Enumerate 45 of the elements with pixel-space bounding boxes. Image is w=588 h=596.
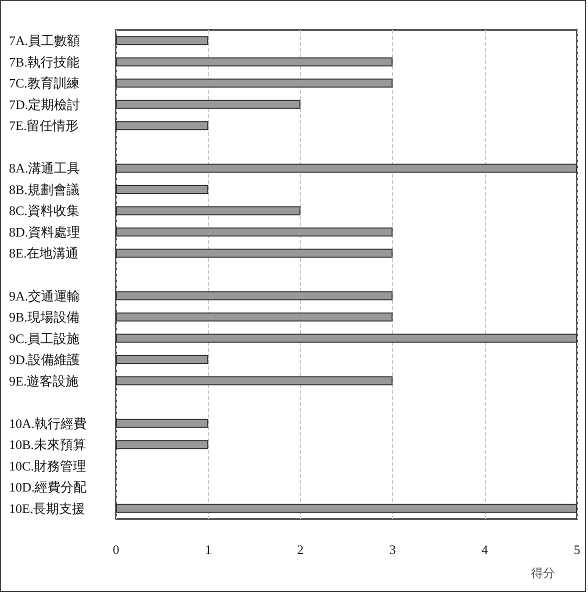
bar (116, 100, 300, 109)
bar (116, 376, 393, 386)
bar (116, 291, 393, 300)
bar (116, 334, 577, 343)
y-tick-label: 7E.留任情形 (9, 118, 79, 134)
y-tick-label: 10B.未來預算 (9, 437, 86, 452)
y-tick-label: 8C.資料收集 (9, 203, 80, 218)
x-tick-label: 4 (482, 542, 489, 557)
y-tick-label: 7A.員工數額 (9, 33, 80, 48)
bar (116, 355, 208, 364)
bar (116, 206, 300, 216)
y-tick-label: 7D.定期檢討 (9, 96, 80, 112)
bar (116, 121, 208, 130)
y-tick-label: 10E.長期支援 (9, 500, 86, 516)
y-tick-label: 10C.財務管理 (9, 458, 86, 474)
y-tick-label: 9B.現場設備 (9, 310, 80, 325)
y-tick-label: 9A.交通運輸 (9, 288, 80, 304)
x-tick-label: 1 (204, 542, 212, 557)
bar (116, 184, 208, 194)
bar (116, 227, 393, 236)
y-tick-label: 7C.教育訓練 (9, 76, 80, 91)
bar (116, 504, 577, 513)
x-tick-label: 2 (297, 542, 304, 557)
y-tick-label: 8A.溝通工具 (9, 160, 80, 176)
y-tick-label: 9E.遊客設施 (9, 373, 79, 388)
y-tick-label: 8D.資料處理 (9, 224, 80, 240)
bar (116, 36, 208, 46)
bar (116, 248, 393, 258)
bar (116, 78, 393, 88)
bar (116, 440, 208, 450)
y-tick-label: 8B.規劃會議 (9, 182, 80, 197)
y-tick-label: 10A.執行經費 (9, 416, 87, 431)
x-axis-title: 得分 (531, 566, 555, 580)
x-tick-label: 5 (574, 542, 580, 557)
y-tick-label: 9C.員工設施 (9, 330, 80, 346)
bar (116, 418, 208, 428)
y-tick-label: 9D.設備維護 (9, 352, 80, 368)
x-tick-label: 3 (389, 542, 396, 557)
bar (116, 164, 577, 173)
y-tick-label: 7B.執行技能 (9, 54, 80, 70)
y-tick-label: 10D.經費分配 (9, 480, 87, 495)
bar (116, 57, 393, 66)
bar (116, 312, 393, 322)
y-tick-label: 8E.在地溝通 (9, 246, 79, 261)
x-tick-label: 0 (112, 542, 120, 557)
